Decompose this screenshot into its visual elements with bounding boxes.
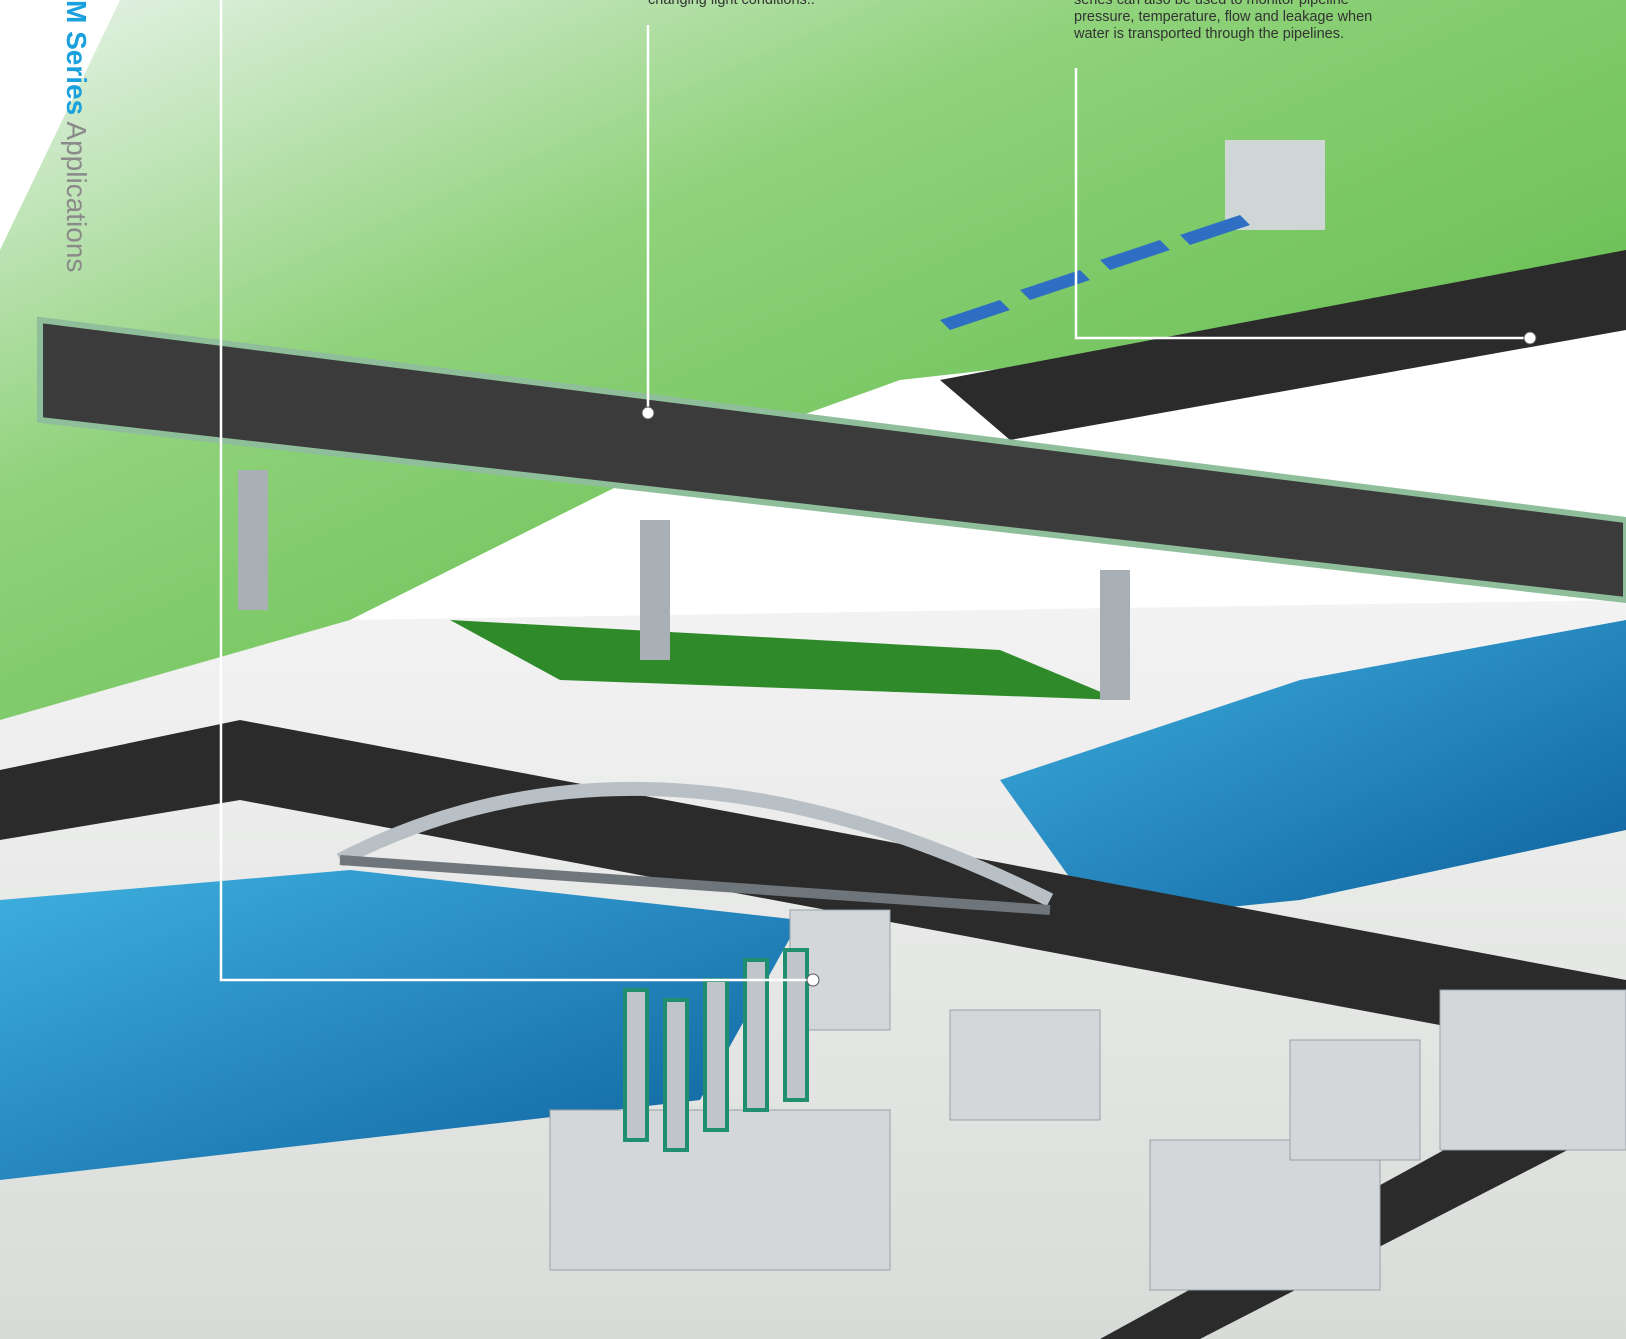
series-name: M Series: [61, 0, 92, 116]
buildings: [549, 909, 1626, 1291]
callout-lines: [219, 0, 1530, 982]
callout-text: series can also be used to monitor pipel…: [1074, 0, 1372, 43]
bridge-arch: [336, 781, 1054, 907]
sidebar-title: M Series Applications: [60, 0, 92, 272]
field: [450, 620, 1120, 700]
callout-line: water is transported through the pipelin…: [1074, 26, 1345, 42]
callout-line: changing light conditions..: [648, 0, 815, 8]
solar-panels: [940, 215, 1250, 330]
callout-line: pressure, temperature, flow and leakage …: [1074, 9, 1373, 25]
callout-text: changing light conditions..: [648, 0, 815, 9]
bridge-deck: [339, 855, 1051, 915]
pillars: [238, 470, 1130, 700]
callout-line: series can also be used to monitor pipel…: [1074, 0, 1349, 8]
highway: [37, 316, 1626, 604]
chimneys: [623, 948, 809, 1152]
road-upper: [940, 250, 1626, 440]
callout-dots: [641, 331, 1537, 987]
river-left: [0, 870, 800, 1180]
building: [1225, 140, 1325, 230]
hills: [0, 0, 1626, 720]
river-right: [1000, 620, 1626, 920]
section-name: Applications: [61, 121, 92, 273]
